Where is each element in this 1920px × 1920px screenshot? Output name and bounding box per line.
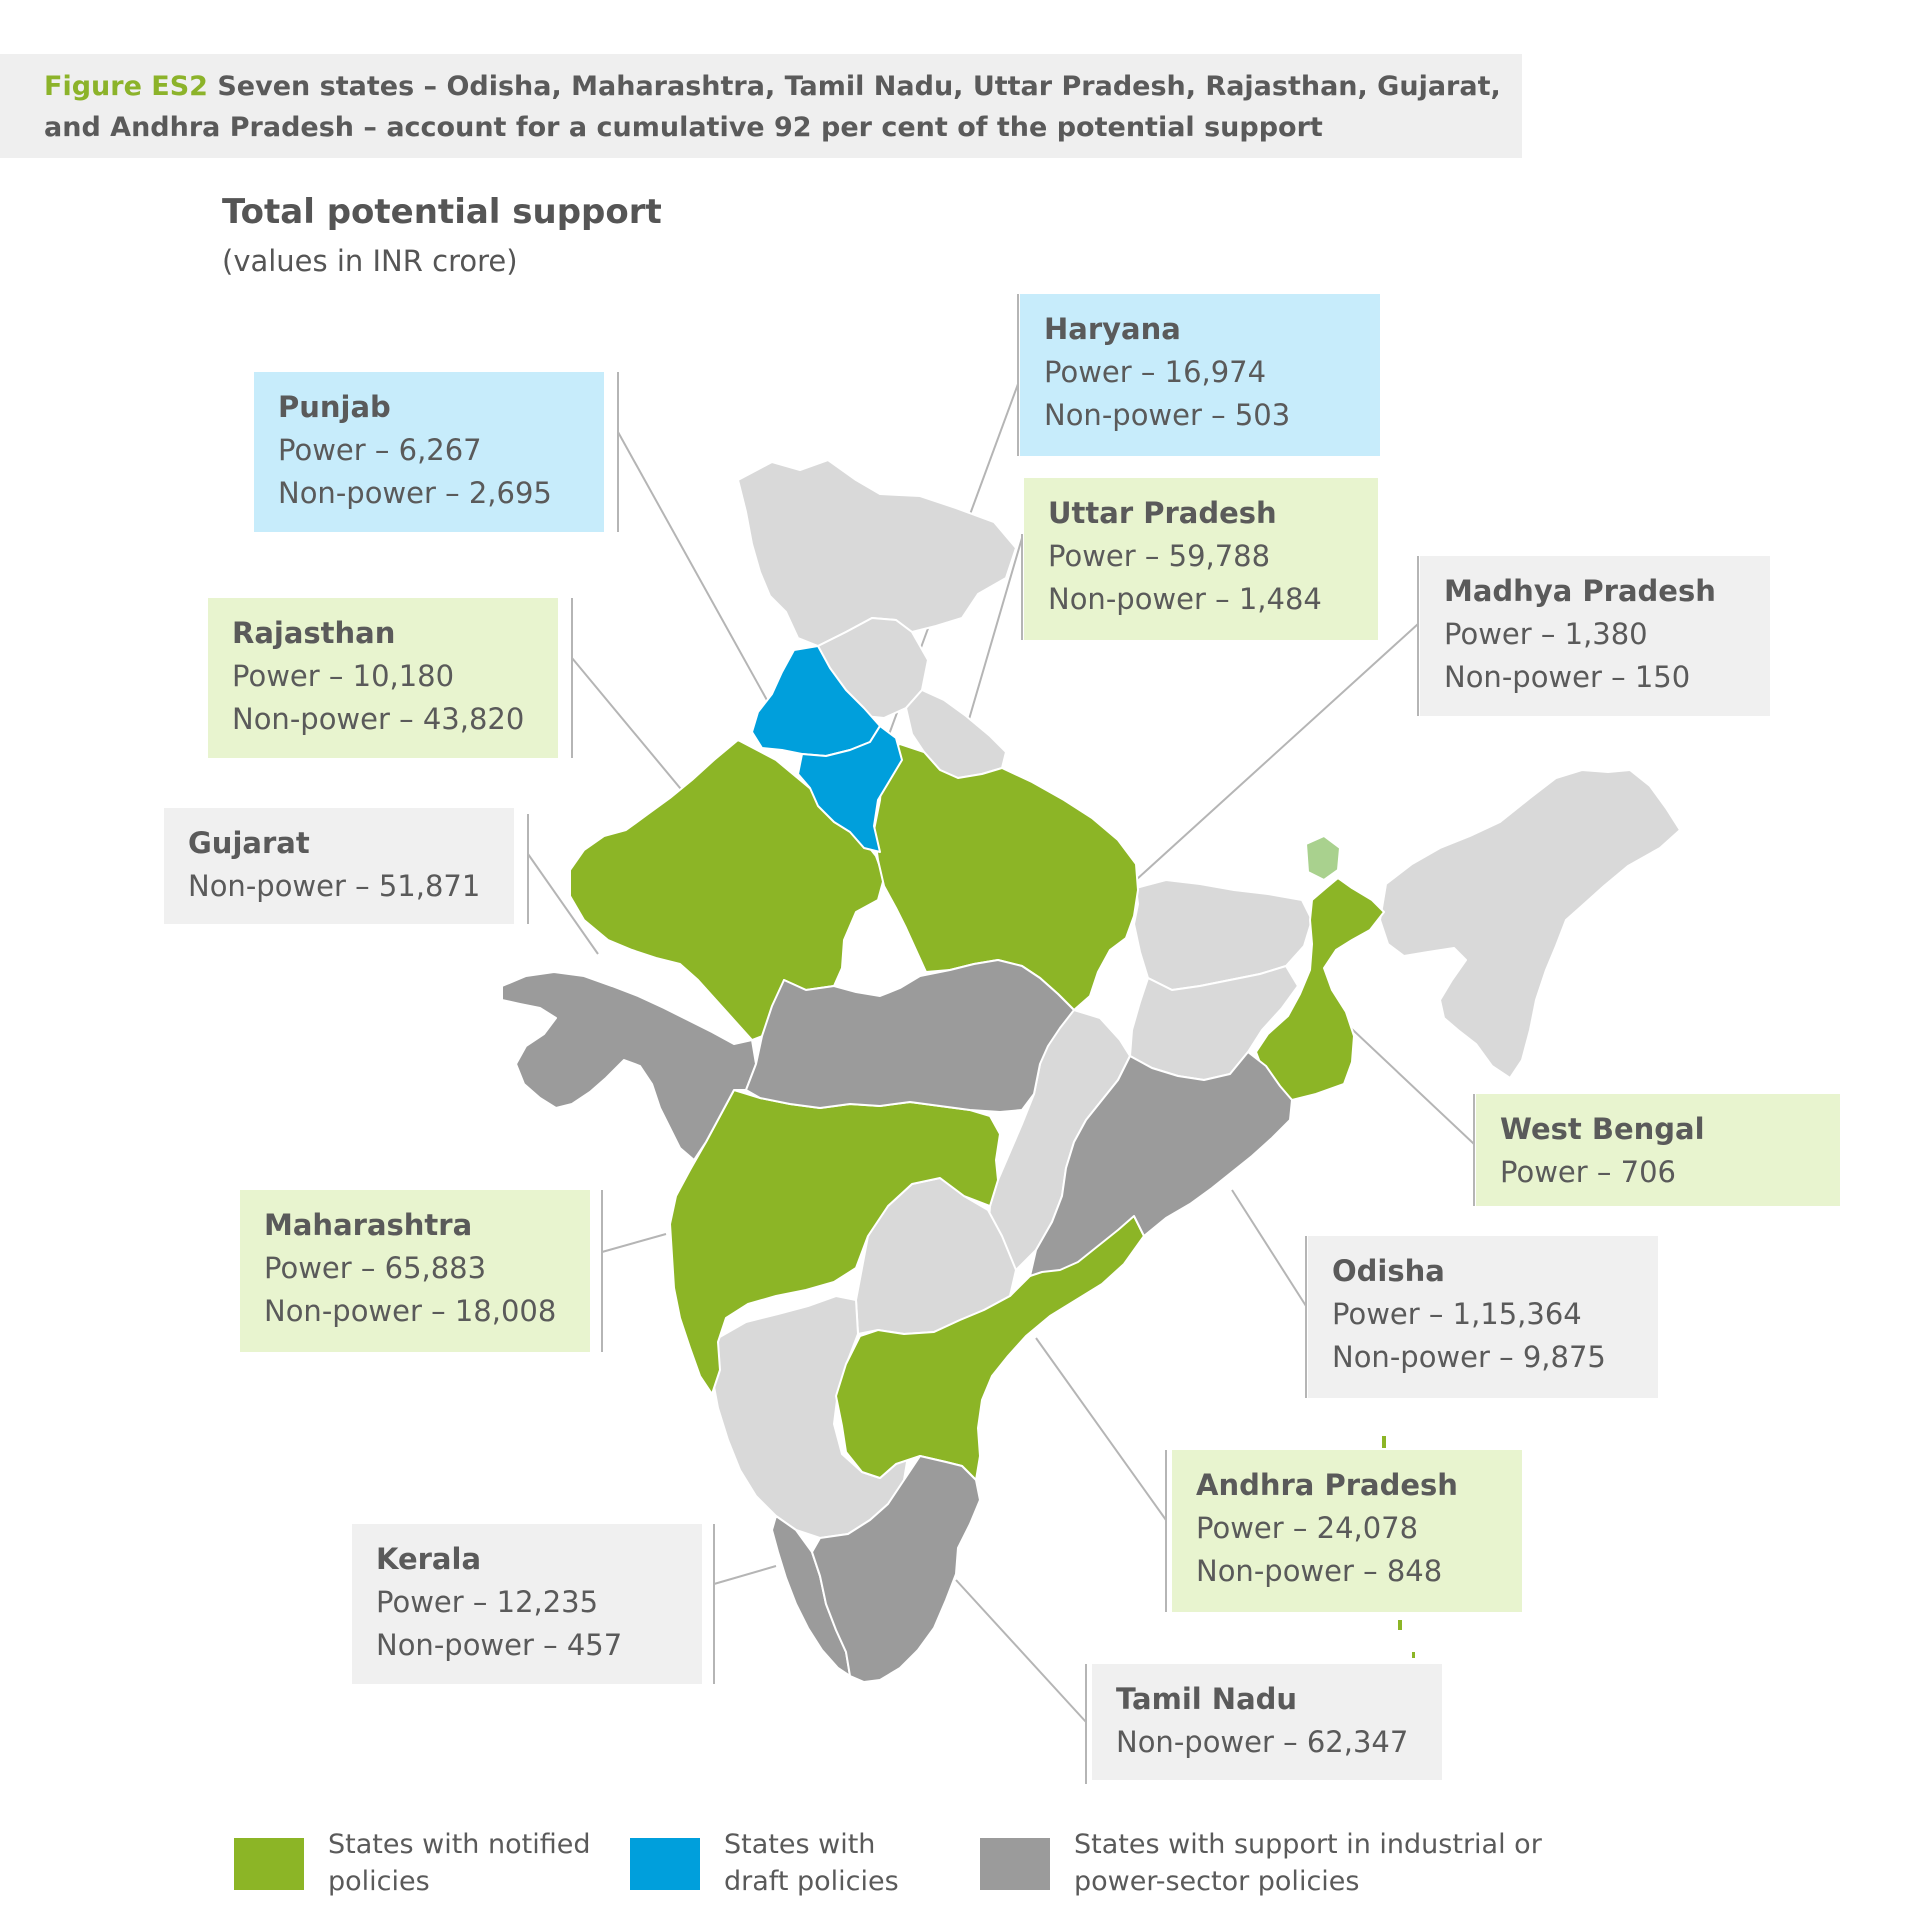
state-tamil-nadu — [811, 1455, 981, 1683]
figure-caption-text: Seven states – Odisha, Maharashtra, Tami… — [44, 71, 1501, 143]
callout-value: Power – 59,788 — [1048, 539, 1271, 573]
callout-odisha: Odisha Power – 1,15,364 Non-power – 9,875 — [1308, 1236, 1658, 1398]
legend-label-notified: States with notified policies — [328, 1829, 591, 1897]
legend-swatch-other — [980, 1838, 1050, 1890]
callout-value: Non-power – 150 — [1444, 660, 1691, 694]
callout-value: Non-power – 62,347 — [1116, 1725, 1409, 1759]
callout-state-name: Madhya Pradesh — [1444, 574, 1716, 608]
callout-madhya-pradesh: Madhya Pradesh Power – 1,380 Non-power – 1… — [1420, 556, 1770, 716]
figure-header — [0, 54, 1522, 158]
callout-value: Non-power – 9,875 — [1332, 1340, 1606, 1374]
callout-state-name: Andhra Pradesh — [1196, 1468, 1458, 1502]
state-west-bengal — [1255, 877, 1385, 1101]
leader-line-punjab — [617, 431, 769, 703]
callout-state-name: Kerala — [376, 1542, 482, 1576]
callout-state-name: Gujarat — [188, 826, 310, 860]
callout-value: Power – 16,974 — [1044, 355, 1267, 389]
callout-value: Non-power – 18,008 — [264, 1294, 557, 1328]
state-jammu-kashmir — [737, 459, 1017, 647]
map-subtitle: (values in INR crore) — [222, 244, 518, 278]
callout-state-name: Haryana — [1044, 312, 1181, 346]
callout-value: Non-power – 2,695 — [278, 476, 552, 510]
leader-line-odisha — [1231, 1189, 1307, 1307]
callout-gujarat: Gujarat Non-power – 51,871 — [164, 808, 514, 924]
callout-state-name: West Bengal — [1500, 1112, 1705, 1146]
callout-value: Non-power – 848 — [1196, 1554, 1443, 1588]
callout-haryana: Haryana Power – 16,974 Non-power – 503 — [1020, 294, 1380, 456]
callout-value: Power – 12,235 — [376, 1585, 599, 1619]
legend-swatch-draft — [630, 1838, 700, 1890]
leader-line-ap — [1035, 1337, 1167, 1521]
callout-value: Power – 65,883 — [264, 1251, 487, 1285]
leader-line-wb — [1335, 1013, 1475, 1145]
leader-line-rajasthan — [571, 657, 691, 801]
state-andhra-pradesh — [835, 1215, 1145, 1481]
state-sikkim — [1305, 835, 1341, 881]
callout-value: Non-power – 43,820 — [232, 702, 525, 736]
callout-state-name: Tamil Nadu — [1116, 1682, 1298, 1716]
callout-value: Non-power – 503 — [1044, 398, 1291, 432]
legend-label-other: States with support in industrial or powe… — [1074, 1829, 1542, 1897]
leader-line-maharashtra — [601, 1233, 667, 1253]
state-jharkhand — [1129, 965, 1299, 1081]
callout-value: Power – 1,15,364 — [1332, 1297, 1582, 1331]
callout-state-name: Odisha — [1332, 1254, 1445, 1288]
callout-maharashtra: Maharashtra Power – 65,883 Non-power – 18,… — [240, 1190, 590, 1352]
callout-state-name: Punjab — [278, 390, 391, 424]
callout-west-bengal: West Bengal Power – 706 — [1476, 1094, 1840, 1206]
callout-uttar-pradesh: Uttar Pradesh Power – 59,788 Non-power – 1… — [1024, 478, 1378, 640]
leader-line-kerala — [713, 1565, 777, 1585]
leader-line-gujarat — [527, 853, 599, 955]
figure-caption: Figure ES2 Seven states – Odisha, Mahara… — [44, 66, 1514, 148]
legend-label-draft: States with draft policies — [724, 1829, 899, 1897]
callout-value: Power – 1,380 — [1444, 617, 1648, 651]
callout-value: Power – 10,180 — [232, 659, 455, 693]
state-odisha — [1029, 1051, 1293, 1277]
leader-line-tn — [955, 1579, 1087, 1723]
state-gujarat — [501, 971, 757, 1161]
callout-rajasthan: Rajasthan Power – 10,180 Non-power – 43,82… — [208, 598, 558, 758]
callout-value: Power – 24,078 — [1196, 1511, 1419, 1545]
callout-value: Non-power – 457 — [376, 1628, 623, 1662]
callout-tamil-nadu: Tamil Nadu Non-power – 62,347 — [1092, 1664, 1442, 1780]
callout-value: Power – 706 — [1500, 1155, 1676, 1189]
state-northeast — [1379, 769, 1681, 1079]
callout-value: Power – 6,267 — [278, 433, 482, 467]
state-uttar-pradesh — [873, 743, 1139, 1011]
callout-value: Non-power – 51,871 — [188, 869, 481, 903]
callout-andhra-pradesh: Andhra Pradesh Power – 24,078 Non-power – … — [1172, 1450, 1522, 1612]
figure-label: Figure ES2 — [44, 71, 208, 102]
state-haryana — [797, 725, 903, 853]
callout-punjab: Punjab Power – 6,267 Non-power – 2,695 — [254, 372, 604, 532]
callout-value: Non-power – 1,484 — [1048, 582, 1322, 616]
state-madhya-pradesh — [745, 959, 1075, 1113]
callout-state-name: Uttar Pradesh — [1048, 496, 1277, 530]
callout-kerala: Kerala Power – 12,235 Non-power – 457 — [352, 1524, 702, 1684]
map-title: Total potential support — [222, 192, 662, 232]
callout-state-name: Rajasthan — [232, 616, 396, 650]
legend-swatch-notified — [234, 1838, 304, 1890]
callout-state-name: Maharashtra — [264, 1208, 473, 1242]
